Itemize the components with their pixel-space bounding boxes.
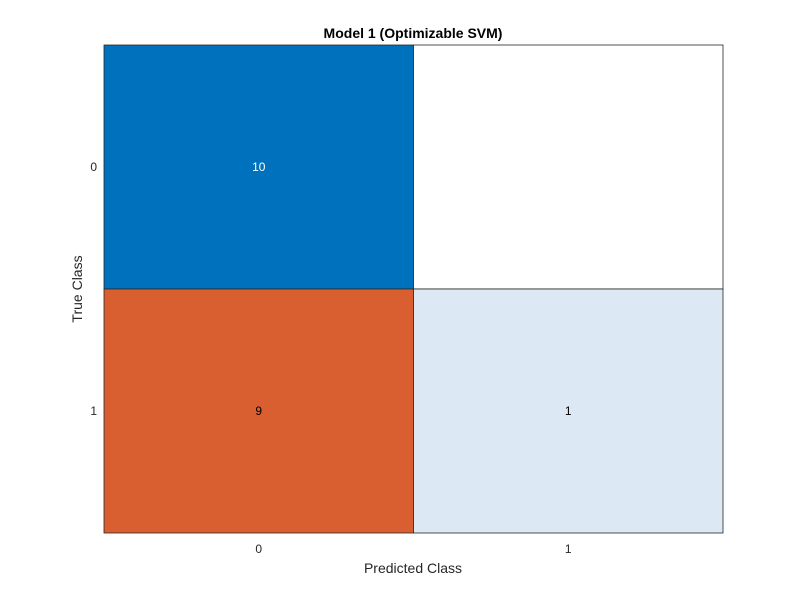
matrix-cell-r1-c0 <box>103 288 414 534</box>
matrix-cell-r0-c0 <box>103 44 414 290</box>
matrix-cells: 10 9 1 <box>103 44 724 534</box>
x-tick-label-1: 1 <box>565 542 572 556</box>
matrix-cell-r1-c1 <box>413 288 724 534</box>
cell-value-r1-c1: 1 <box>565 404 572 418</box>
cell-value-r0-c0: 10 <box>252 160 266 174</box>
matrix-cell-r0-c1 <box>413 44 724 290</box>
y-tick-label-0: 0 <box>90 160 97 174</box>
y-tick-label-1: 1 <box>90 404 97 418</box>
cell-value-r1-c0: 9 <box>255 404 262 418</box>
chart-title: Model 1 (Optimizable SVM) <box>324 25 503 41</box>
x-tick-label-0: 0 <box>255 542 262 556</box>
tick-labels: 0 101 <box>90 160 572 556</box>
x-axis-label: Predicted Class <box>364 560 462 576</box>
y-axis-label: True Class <box>69 255 85 322</box>
